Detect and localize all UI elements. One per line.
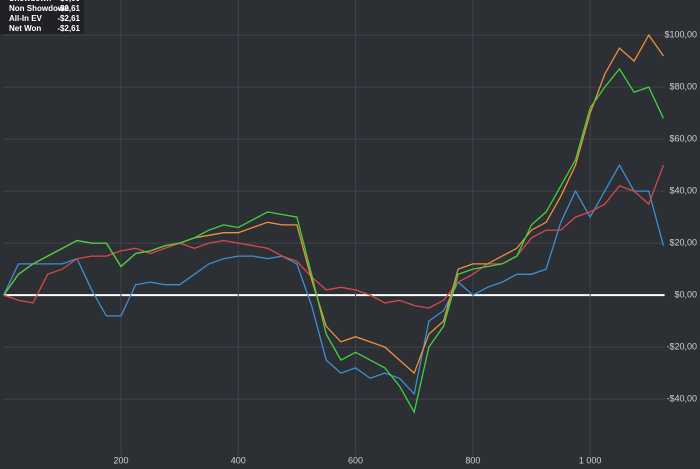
y-tick-label: -$20,00 [666,341,697,351]
legend-value: -$2,61 [57,24,80,33]
series-line [3,67,665,414]
legend-name: Net Won [9,24,41,33]
x-tick-label: 400 [231,455,246,465]
legend-name: All-In EV [9,14,43,23]
y-tick-label: $40,00 [669,185,697,195]
y-tick-label: $0,00 [674,289,697,299]
legend-name: Showdown [9,0,51,3]
y-tick-label: $60,00 [669,133,697,143]
legend-value: -$2,61 [57,4,80,13]
series-line [3,163,665,396]
legend-name: Non Showdown [9,4,69,13]
y-tick-label: -$40,00 [666,393,697,403]
y-tick-label: $100,00 [664,29,697,39]
legend-box [0,0,84,34]
legend-value: $0,00 [60,0,81,3]
series-line [3,164,665,309]
y-tick-label: $20,00 [669,237,697,247]
series-line [3,33,664,375]
y-tick-label: $80,00 [669,81,697,91]
x-tick-label: 200 [113,455,128,465]
x-tick-label: 1 000 [579,455,602,465]
legend-value: -$2,61 [57,14,80,23]
x-tick-label: 800 [465,455,480,465]
x-tick-label: 600 [348,455,363,465]
